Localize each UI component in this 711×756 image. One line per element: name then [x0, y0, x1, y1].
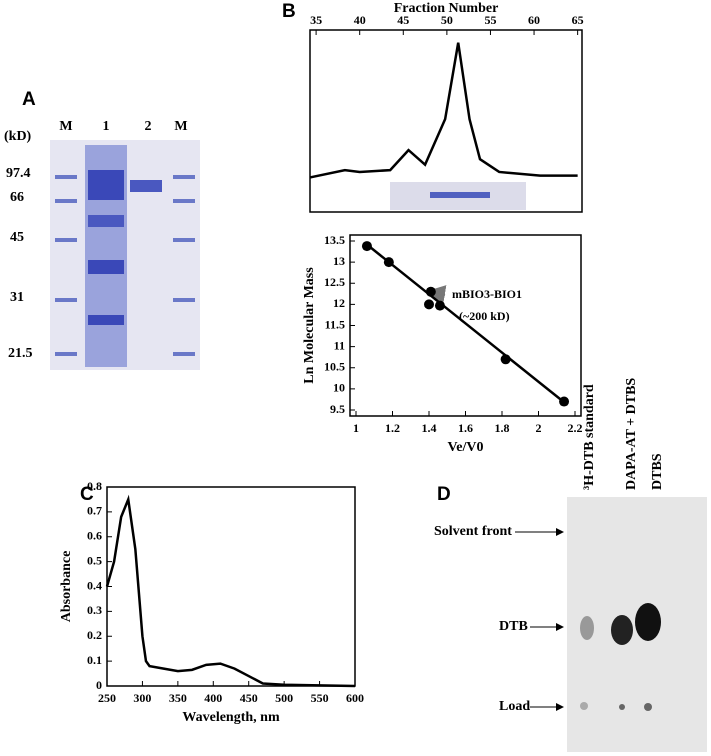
lane-label: ³H-DTB standard	[582, 384, 597, 490]
x-tick-label: 600	[346, 691, 364, 705]
y-tick-label: 0.1	[87, 653, 102, 667]
x-tick-label: 550	[311, 691, 329, 705]
x-tick-label: 500	[275, 691, 293, 705]
x-tick-label: 2	[536, 421, 542, 435]
lane-label: 1	[103, 119, 110, 134]
marker-label: 97.4	[6, 166, 31, 181]
y-tick-label: 11	[334, 338, 345, 352]
y-tick-label: 0.3	[87, 603, 102, 617]
lane-label: 2	[145, 119, 152, 134]
chart-title: Fraction Number	[394, 1, 499, 16]
x-tick-label: 35	[310, 13, 322, 27]
y-tick-label: 0.7	[87, 504, 102, 518]
x-tick-label: 55	[484, 13, 496, 27]
lane-label: DTBS	[650, 453, 665, 490]
x-tick-label: 1.2	[385, 421, 400, 435]
y-tick-label: 9.5	[330, 402, 345, 416]
gel-image	[50, 140, 200, 370]
data-point	[383, 257, 394, 268]
panel-label: D	[437, 484, 451, 505]
y-tick-label: 13.5	[324, 233, 345, 247]
marker-label: 45	[10, 230, 24, 245]
x-tick-label: 65	[572, 13, 584, 27]
lane-label: DAPA-AT + DTBS	[624, 378, 639, 490]
x-tick-label: 50	[441, 13, 453, 27]
x-tick-label: 60	[528, 13, 540, 27]
plot-frame	[309, 29, 583, 213]
panel-label: A	[22, 89, 36, 110]
tlc-plate	[567, 497, 707, 752]
fit-line	[364, 242, 567, 405]
y-tick-label: 13	[333, 254, 345, 268]
annotation: (~200 kD)	[459, 309, 510, 323]
row-label: Solvent front	[434, 524, 512, 539]
x-tick-label: 1.8	[495, 421, 510, 435]
y-tick-label: 12	[333, 296, 345, 310]
y-tick-label: 0.2	[87, 628, 102, 642]
y-tick-label: 0.8	[87, 479, 102, 493]
x-tick-label: 1	[353, 421, 359, 435]
panel-label: B	[282, 1, 296, 22]
x-tick-label: 45	[397, 13, 409, 27]
y-tick-label: 11.5	[325, 317, 345, 331]
fraction-gel-strip	[390, 182, 526, 210]
x-axis-label: Ve/V0	[447, 440, 483, 455]
x-tick-label: 2.2	[568, 421, 583, 435]
marker-label: 21.5	[8, 346, 33, 361]
lane-label: M	[174, 119, 187, 134]
x-tick-label: 1.4	[422, 421, 437, 435]
x-tick-label: 400	[204, 691, 222, 705]
data-point	[361, 241, 372, 252]
data-line	[105, 494, 356, 688]
marker-label: 31	[10, 290, 24, 305]
y-axis-label: Ln Molecular Mass	[302, 267, 317, 384]
y-tick-label: 10	[333, 381, 345, 395]
annotation: mBIO3-BIO1	[452, 287, 522, 301]
x-tick-label: 300	[133, 691, 151, 705]
data-point	[425, 286, 436, 297]
y-tick-label: 0.5	[87, 553, 102, 567]
row-label: DTB	[499, 619, 528, 634]
y-tick-label: 0.6	[87, 529, 102, 543]
x-tick-label: 450	[240, 691, 258, 705]
data-point	[559, 396, 570, 407]
y-tick-label: 0	[96, 678, 102, 692]
y-tick-label: 10.5	[324, 360, 345, 374]
x-tick-label: 1.6	[458, 421, 473, 435]
unit-label: (kD)	[4, 129, 32, 144]
x-tick-label: 350	[169, 691, 187, 705]
data-point	[434, 300, 445, 311]
x-tick-label: 250	[98, 691, 116, 705]
x-axis-label: Wavelength, nm	[182, 710, 280, 725]
marker-label: 66	[10, 190, 24, 205]
data-point	[500, 354, 511, 365]
y-tick-label: 0.4	[87, 578, 102, 592]
lane-label: M	[59, 119, 72, 134]
data-line	[309, 42, 578, 179]
data-point	[424, 299, 434, 310]
x-tick-label: 40	[354, 13, 366, 27]
y-axis-label: Absorbance	[59, 551, 74, 623]
row-label: Load	[499, 699, 530, 714]
panel-label: C	[80, 484, 94, 505]
y-tick-label: 12.5	[324, 275, 345, 289]
